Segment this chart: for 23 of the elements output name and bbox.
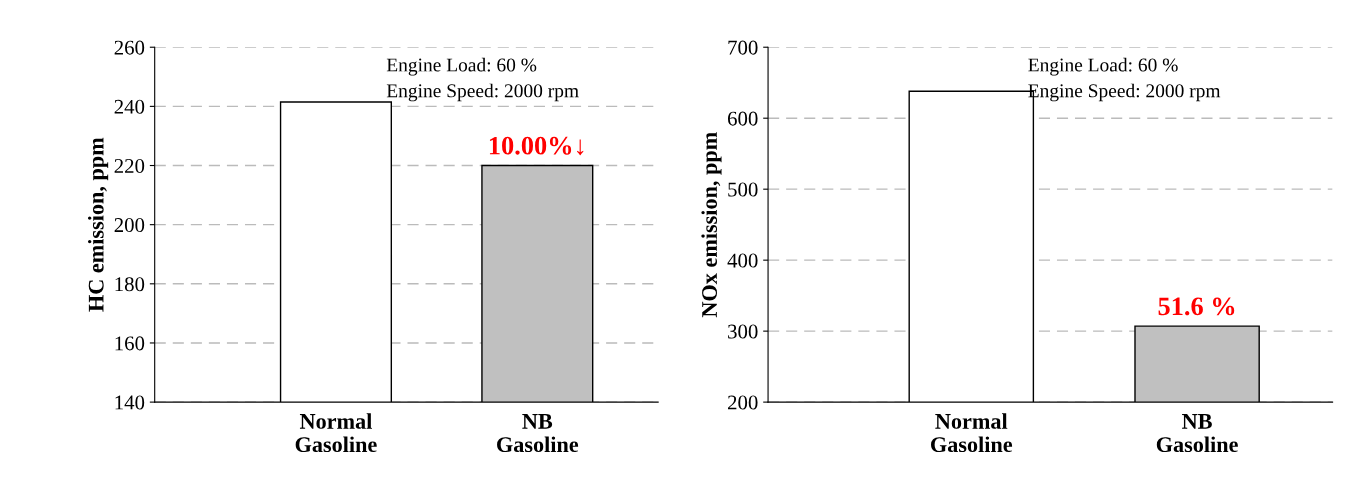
y-tick-label: 220: [114, 158, 145, 173]
y-tick-label: 700: [728, 40, 758, 55]
y-tick-label: 200: [114, 218, 145, 233]
annotation: Engine Load: 60 % Engine Speed: 2000 rpm: [386, 57, 579, 102]
x-tick-label: Normal Gasoline: [295, 413, 377, 453]
x-tick-label: NB Gasoline: [1156, 414, 1238, 453]
y-axis-title: NOx emission, ppm: [701, 132, 722, 318]
y-tick-label: 500: [728, 182, 758, 197]
y-tick-label: 200: [728, 395, 758, 410]
y-tick-label: 600: [727, 111, 758, 126]
y-tick-label: 300: [728, 324, 758, 339]
annotation: 51.6 %: [1158, 297, 1235, 316]
annotation: 10.00%↓: [489, 136, 584, 156]
y-axis-title: HC emission, ppm: [88, 137, 109, 312]
y-tick-label: 180: [115, 277, 145, 292]
y-tick-label: 400: [727, 253, 758, 268]
y-tick-label: 160: [115, 336, 145, 351]
y-tick-label: 260: [114, 40, 145, 55]
annotation: Engine Load: 60 % Engine Speed: 2000 rpm: [1028, 57, 1221, 102]
y-tick-label: 140: [115, 395, 145, 410]
y-tick-label: 240: [114, 99, 145, 114]
x-tick-label: NB Gasoline: [497, 414, 579, 453]
x-tick-label: Normal Gasoline: [931, 413, 1013, 453]
